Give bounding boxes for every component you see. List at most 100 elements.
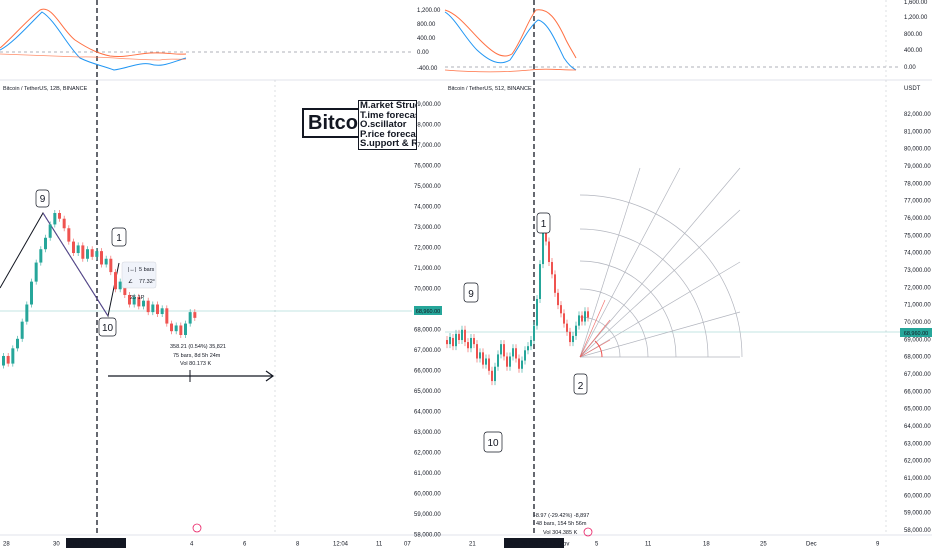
svg-text:5 bars: 5 bars (139, 267, 155, 273)
mid-axis-tick: 76,000.00 (414, 164, 441, 170)
right-osc-signal-line (444, 68, 577, 73)
right-candle (488, 358, 490, 371)
right-axis-tick: 79,000.00 (904, 164, 931, 170)
right-candle (446, 340, 448, 345)
right-candle (575, 325, 577, 336)
left-candle (72, 241, 75, 254)
right-time-tick: 11 (645, 542, 652, 548)
svg-text:68,960.00: 68,960.00 (416, 309, 440, 315)
right-stat-3: Vol 304.385 K (543, 530, 578, 536)
svg-text:9: 9 (40, 194, 46, 205)
left-candle (132, 296, 136, 305)
right-candle (551, 262, 553, 275)
svg-text:25 1P: 25 1P (130, 295, 145, 301)
right-osc-tick: 800.00 (904, 32, 923, 38)
right-axis-tick: 66,000.00 (904, 389, 931, 395)
logo-item-support: S.upport & Resistance (360, 138, 416, 149)
right-osc-tick: 400.00 (904, 48, 923, 54)
fan-arc-red (594, 340, 603, 358)
right-candle (560, 305, 562, 314)
fan-ray (579, 261, 741, 358)
right-candle (578, 315, 580, 326)
right-axis-tick: 68,000.00 (904, 355, 931, 361)
right-osc-tick: 1,200.00 (904, 15, 928, 21)
right-axis-tick: 60,000.00 (904, 493, 931, 499)
right-time-tick: 5 (595, 542, 599, 548)
wave-label-right-1: 1 (536, 212, 551, 234)
left-time-axis: 28 30 Thu 31 Oct '24 13:04 4 6 8 12:04 11 07 (3, 538, 411, 548)
right-candle (584, 311, 586, 322)
right-time-tick: 21 (469, 542, 476, 548)
svg-text:1: 1 (116, 233, 122, 244)
right-candle (452, 337, 454, 347)
mid-axis-tick: 67,000.00 (414, 348, 441, 354)
left-candle (179, 325, 183, 335)
left-candle (114, 272, 117, 290)
right-time-tick: 25 (760, 542, 767, 548)
right-candle (482, 352, 484, 365)
left-event-icon[interactable] (192, 523, 202, 533)
svg-text:∠: ∠ (128, 278, 133, 285)
mid-osc-tick: -400.00 (417, 66, 438, 72)
mid-axis-tick: 61,000.00 (414, 471, 441, 477)
right-time-tick: 18 (703, 542, 710, 548)
right-axis-tick: 64,000.00 (904, 424, 931, 430)
right-candle (527, 346, 529, 351)
right-candle (554, 274, 556, 293)
right-candle (587, 311, 589, 318)
left-candle (48, 224, 52, 238)
left-candle (76, 245, 80, 254)
mid-axis-tick: 71,000.00 (414, 266, 441, 272)
mid-osc-axis: 1,200.00 800.00 400.00 0.00 -400.00 (417, 8, 441, 72)
mid-axis-tick: 70,000.00 (414, 287, 441, 293)
fan-arc (579, 260, 677, 358)
left-candle (34, 262, 38, 282)
left-stat-2: 75 bars, 8d 5h 24m (173, 353, 221, 359)
right-osc-tick: 0.00 (904, 65, 916, 71)
left-candle (20, 321, 24, 339)
left-candle (146, 300, 150, 313)
right-time-highlight (504, 538, 564, 548)
right-candle (458, 333, 460, 341)
logo-item-time: T.ime forecast (360, 109, 416, 121)
left-time-tick: 12:04 (333, 542, 349, 548)
svg-text:10: 10 (487, 438, 499, 449)
right-event-icon[interactable] (583, 527, 593, 537)
left-candle (193, 312, 197, 318)
left-candle (44, 237, 47, 250)
right-axis-tick: USDT (904, 86, 921, 92)
left-wave-purple-line (42, 212, 109, 317)
right-candle (581, 315, 583, 322)
left-candle (123, 281, 127, 295)
left-candle (151, 304, 155, 313)
right-candle (497, 354, 499, 367)
fan-ray (579, 167, 741, 358)
left-osc-orange-line (0, 8, 187, 58)
right-candle (563, 313, 565, 324)
right-price-badge: 68,960.00 (900, 328, 932, 337)
fan-ray (579, 209, 741, 358)
left-candle (11, 348, 15, 364)
right-candle (524, 350, 526, 361)
svg-text:|↔|: |↔| (128, 267, 136, 273)
right-candle (548, 241, 550, 263)
left-osc-signal-line (0, 53, 187, 61)
fan-ray-red (579, 299, 606, 358)
right-axis-tick: 82,000.00 (904, 112, 931, 118)
svg-text:68,960.00: 68,960.00 (904, 331, 928, 337)
right-osc-tick: 1,600.00 (904, 0, 928, 6)
right-candle (470, 337, 472, 349)
mid-osc-tick: 400.00 (417, 36, 436, 42)
right-time-tick-highlight: Mon 28 Oct '24 13:04 (507, 542, 565, 548)
left-time-tick: 30 (53, 542, 60, 548)
left-candle (67, 228, 71, 242)
right-time-tick: 9 (876, 542, 880, 548)
mid-osc-tick: 800.00 (417, 22, 436, 28)
mid-axis-tick: 65,000.00 (414, 389, 441, 395)
right-candle (521, 360, 523, 369)
measure-tooltip: |↔| 5 bars ∠ 77.32° 25 1P (121, 261, 157, 301)
left-candle (174, 325, 178, 332)
left-candle (109, 258, 113, 273)
right-axis-tick: 65,000.00 (904, 407, 931, 413)
